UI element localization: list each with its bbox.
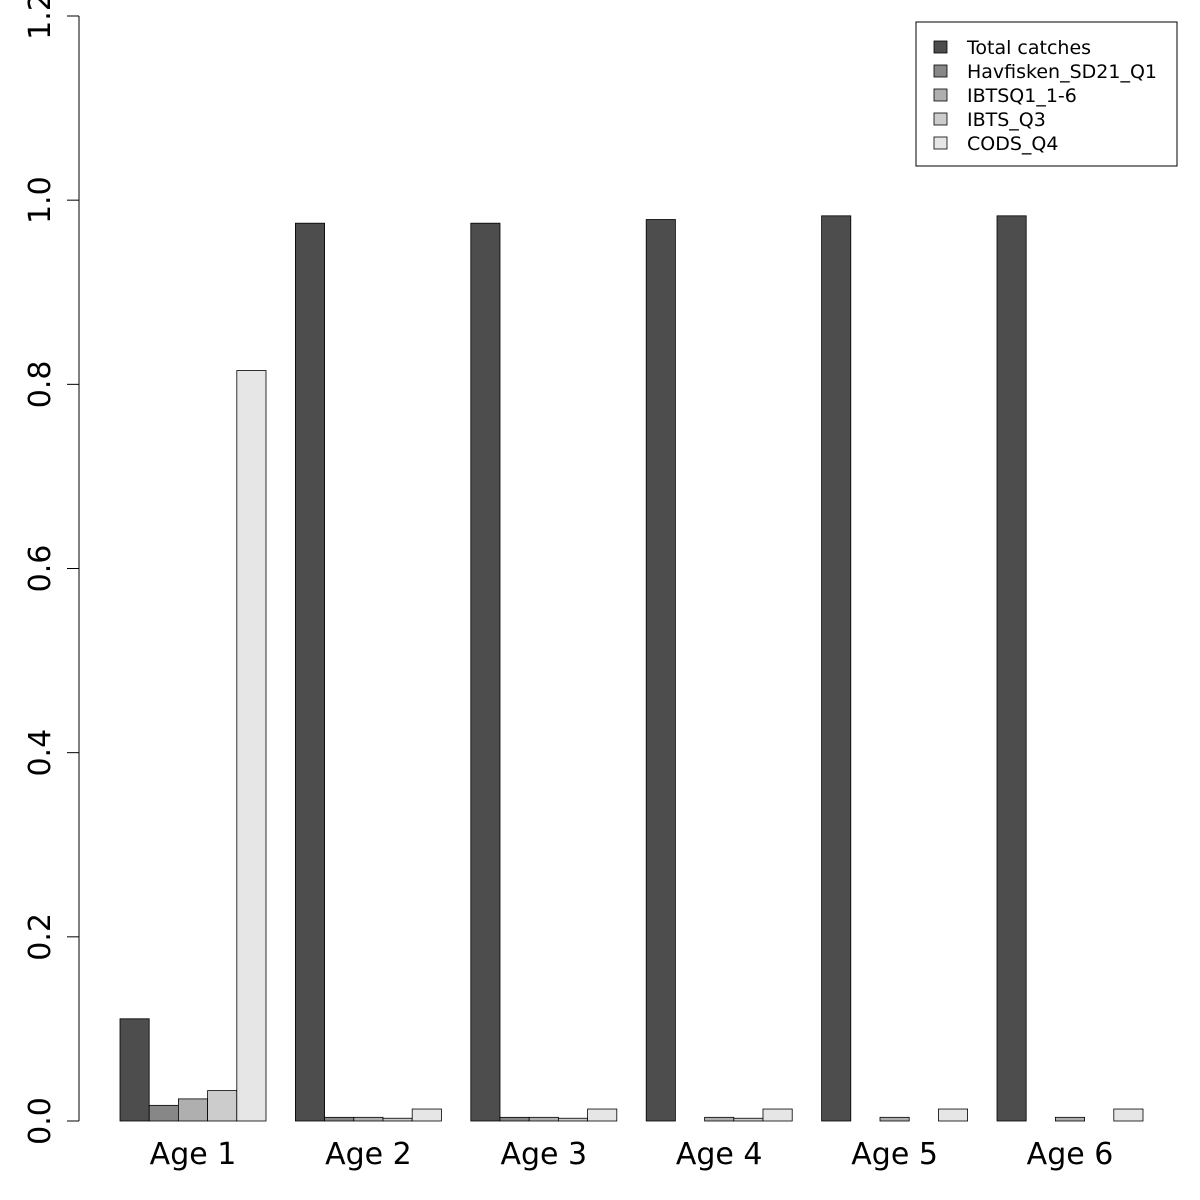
legend: Total catchesHavfisken_SD21_Q1IBTSQ1_1-6… — [916, 22, 1177, 166]
y-tick-label: 1.0 — [23, 176, 58, 224]
x-tick-label: Age 6 — [1027, 1137, 1114, 1172]
y-tick-label: 0.4 — [23, 729, 58, 777]
bar — [705, 1117, 734, 1121]
bar — [763, 1109, 792, 1121]
x-tick-label: Age 2 — [325, 1137, 412, 1172]
y-tick-label: 1.2 — [23, 0, 58, 40]
bar — [1055, 1117, 1084, 1121]
x-tick-label: Age 3 — [500, 1137, 587, 1172]
bars — [120, 216, 1143, 1121]
y-tick-label: 0.8 — [23, 360, 58, 408]
x-tick-label: Age 4 — [676, 1137, 763, 1172]
bar — [354, 1117, 383, 1121]
y-tick-label: 0.6 — [23, 545, 58, 593]
bar — [646, 220, 675, 1121]
x-tick-label: Age 5 — [851, 1137, 938, 1172]
legend-swatch — [934, 65, 947, 77]
bar — [237, 371, 266, 1121]
legend-label: Total catches — [966, 37, 1091, 59]
bar — [178, 1099, 207, 1121]
bar — [822, 216, 851, 1121]
bar — [295, 223, 324, 1121]
bar — [471, 223, 500, 1121]
legend-swatch — [934, 89, 947, 101]
bar — [880, 1117, 909, 1121]
x-tick-label: Age 1 — [150, 1137, 237, 1172]
bar — [734, 1118, 763, 1121]
bar — [208, 1091, 237, 1121]
bar — [325, 1117, 354, 1121]
x-labels: Age 1 Age 2 Age 3 Age 4 Age 5 Age 6 — [150, 1137, 1114, 1172]
bar — [500, 1117, 529, 1121]
bar — [558, 1118, 587, 1121]
bar — [149, 1105, 178, 1121]
legend-swatch — [934, 41, 947, 53]
bar — [120, 1019, 149, 1121]
legend-swatch — [934, 113, 947, 125]
bar — [412, 1109, 441, 1121]
legend-swatch — [934, 137, 947, 149]
y-tick-label: 0.2 — [23, 913, 58, 961]
bar — [938, 1109, 967, 1121]
bar — [588, 1109, 617, 1121]
y-tick-label: 0.0 — [23, 1097, 58, 1145]
legend-label: IBTSQ1_1-6 — [967, 85, 1077, 107]
bar — [529, 1117, 558, 1121]
legend-label: IBTS_Q3 — [967, 109, 1046, 131]
legend-label: CODS_Q4 — [967, 133, 1058, 155]
y-ticks: 0.0 0.2 0.4 0.6 0.8 1.0 1.2 — [23, 0, 79, 1145]
legend-label: Havfisken_SD21_Q1 — [967, 61, 1157, 83]
bar — [383, 1118, 412, 1121]
bar — [1114, 1109, 1143, 1121]
bar — [997, 216, 1026, 1121]
